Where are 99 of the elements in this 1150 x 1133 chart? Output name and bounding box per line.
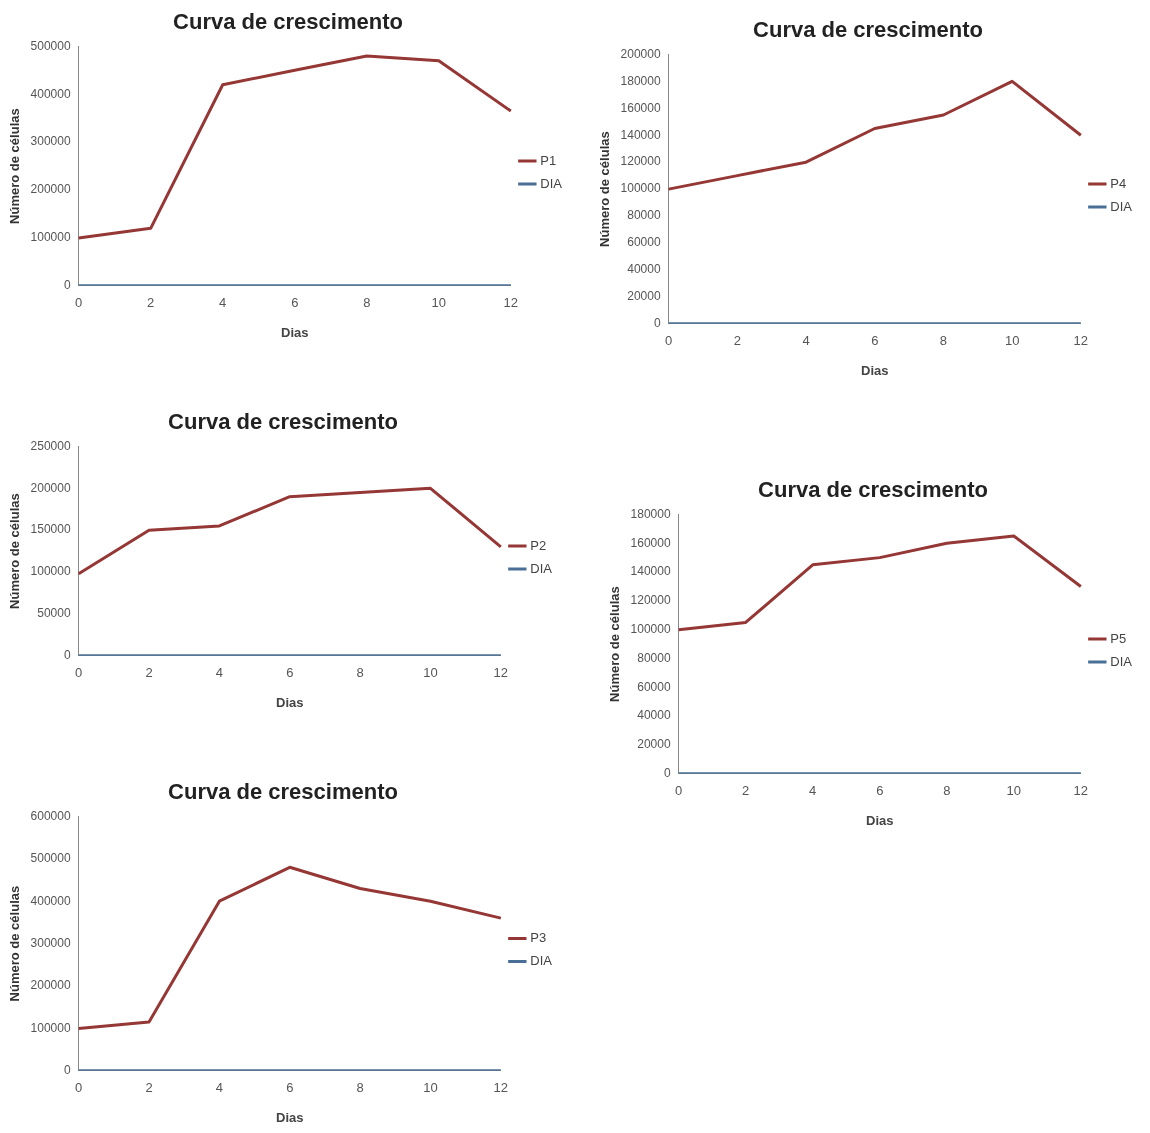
legend-label: P1 [540,152,557,168]
x-tick-label: 8 [943,783,951,799]
y-axis-title: Número de células [607,586,623,702]
y-tick-label: 300000 [30,134,71,149]
x-tick-label: 10 [423,665,438,681]
x-tick-label: 4 [802,333,810,349]
legend-label: DIA [1110,198,1133,214]
x-tick-label: 6 [286,665,294,681]
y-tick-label: 200000 [30,182,71,197]
x-tick-label: 6 [286,1080,294,1096]
x-tick-label: 2 [147,295,155,311]
y-tick-label: 250000 [30,438,71,453]
y-tick-label: 0 [63,278,71,293]
x-tick-label: 0 [75,1080,83,1096]
y-tick-label: 300000 [30,935,71,950]
x-tick-label: 8 [363,295,371,311]
x-tick-label: 4 [809,783,817,799]
y-tick-label: 500000 [30,851,71,866]
y-tick-label: 100000 [30,230,71,245]
x-tick-label: 10 [1006,783,1022,799]
y-tick-label: 20000 [627,289,661,304]
chart-title: Curva de crescimento [753,17,983,43]
x-tick-label: 4 [215,665,223,681]
y-tick-label: 600000 [30,808,71,823]
legend-label: P4 [1110,175,1127,191]
x-axis-title: Dias [276,694,304,710]
x-tick-label: 2 [733,333,741,349]
y-tick-label: 200000 [620,46,661,61]
y-axis-title: Número de células [7,493,23,609]
y-tick-label: 40000 [637,708,671,723]
legend-label: DIA [540,175,563,191]
x-axis-title: Dias [866,812,894,828]
y-tick-label: 100000 [630,622,671,636]
y-tick-label: 120000 [630,593,671,608]
x-tick-label: 8 [356,665,364,681]
legend-label: P5 [1110,630,1127,646]
y-tick-label: 40000 [627,262,661,277]
y-tick-label: 150000 [30,522,71,537]
x-axis-title: Dias [276,1109,304,1125]
x-tick-label: 12 [1073,783,1089,799]
x-axis-title: Dias [861,362,889,378]
x-tick-label: 8 [356,1080,364,1096]
legend-label: P3 [530,930,547,946]
y-tick-label: 500000 [30,38,71,53]
x-tick-label: 6 [876,783,884,799]
y-tick-label: 0 [63,1063,71,1078]
x-tick-label: 0 [675,783,683,799]
x-tick-label: 0 [75,295,83,311]
y-tick-label: 0 [653,316,661,331]
x-tick-label: 2 [145,665,153,681]
y-tick-label: 60000 [637,679,671,694]
y-tick-label: 200000 [30,978,71,993]
x-tick-label: 8 [939,333,948,349]
y-tick-label: 0 [63,648,71,663]
x-tick-label: 12 [493,1080,509,1096]
chart-title: Curva de crescimento [168,779,398,805]
y-tick-label: 50000 [37,606,71,621]
y-tick-label: 140000 [630,564,671,579]
y-tick-label: 100000 [30,564,71,579]
y-tick-label: 400000 [30,86,71,101]
legend-label: DIA [530,560,553,576]
y-tick-label: 180000 [630,506,671,521]
y-axis-title: Número de células [597,131,613,247]
x-tick-label: 12 [1073,333,1089,349]
y-tick-label: 60000 [627,235,661,250]
y-axis-title: Número de células [7,885,23,1002]
x-tick-label: 10 [431,295,447,311]
y-tick-label: 120000 [620,154,661,169]
y-tick-label: 160000 [630,535,671,550]
legend-label: DIA [530,953,553,969]
y-tick-label: 180000 [620,73,661,88]
y-tick-label: 80000 [637,650,671,665]
x-tick-label: 10 [1004,333,1020,349]
x-tick-label: 4 [215,1080,223,1096]
legend-label: P2 [530,537,547,553]
y-axis-title: Número de células [7,108,23,224]
x-tick-label: 6 [871,333,879,349]
x-tick-label: 10 [423,1080,438,1096]
y-tick-label: 0 [663,766,671,781]
x-axis-title: Dias [281,324,309,340]
x-tick-label: 12 [503,295,519,311]
y-tick-label: 100000 [30,1020,71,1035]
y-tick-label: 20000 [637,737,671,752]
x-tick-label: 6 [291,295,299,311]
x-tick-label: 2 [742,783,750,799]
chart-title: Curva de crescimento [758,477,988,503]
x-tick-label: 12 [493,665,509,681]
y-tick-label: 160000 [620,100,661,115]
x-tick-label: 4 [219,295,227,311]
legend-label: DIA [1110,653,1133,669]
chart-title: Curva de crescimento [173,9,403,35]
y-tick-label: 400000 [30,893,71,908]
y-tick-label: 200000 [30,480,71,495]
y-tick-label: 140000 [620,127,661,142]
x-tick-label: 0 [75,665,83,681]
x-tick-label: 2 [145,1080,153,1096]
y-tick-label: 100000 [620,181,661,196]
y-tick-label: 80000 [627,208,661,223]
chart-title: Curva de crescimento [168,409,398,435]
